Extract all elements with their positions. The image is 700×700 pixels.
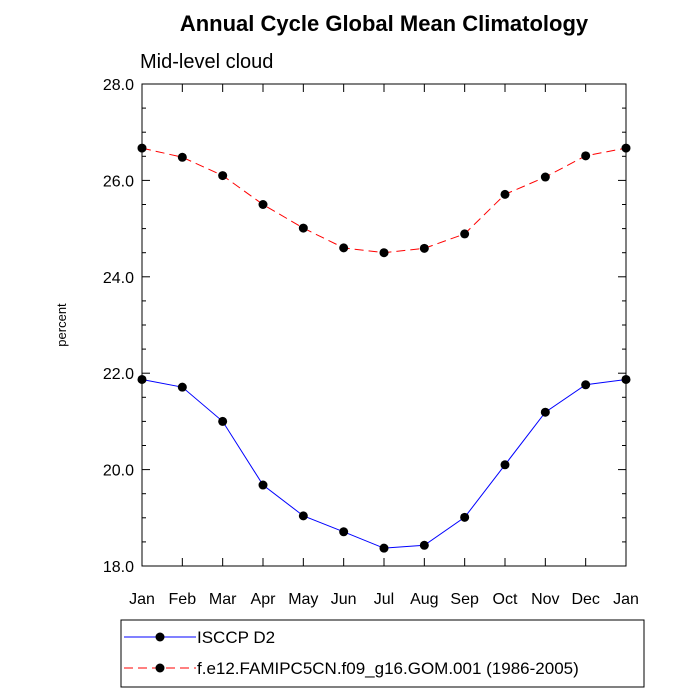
- y-tick-label: 28.0: [103, 77, 134, 94]
- series-0-point: [460, 512, 470, 522]
- x-tick-label: Oct: [493, 591, 518, 608]
- x-tick-label: Mar: [209, 591, 237, 608]
- series-1-point: [540, 172, 550, 182]
- series-0-point: [177, 382, 187, 392]
- x-tick-label: Sep: [450, 591, 479, 608]
- series-0-point: [379, 543, 389, 553]
- series-1-point: [379, 248, 389, 258]
- legend: ISCCP D2 f.e12.FAMIPC5CN.f09_g16.GOM.001 …: [120, 619, 645, 688]
- series-0-point: [137, 374, 147, 384]
- series-1-point: [460, 229, 470, 239]
- plot-frame: [141, 83, 627, 567]
- x-tick-label: Apr: [251, 591, 277, 608]
- series-1-point: [419, 243, 429, 253]
- series-0-point: [298, 511, 308, 521]
- series-1-point: [621, 143, 631, 153]
- chart-subtitle: Mid-level cloud: [140, 51, 273, 73]
- series-line-1: [141, 147, 627, 254]
- series-0-point: [540, 407, 550, 417]
- x-tick-label: Jan: [613, 591, 639, 608]
- series-0-point: [218, 416, 228, 426]
- y-tick-label: 22.0: [103, 366, 134, 383]
- series-1-point: [137, 143, 147, 153]
- x-tick-label: Feb: [169, 591, 197, 608]
- series-1-point: [500, 189, 510, 199]
- series-0-point: [621, 374, 631, 384]
- series-1-point: [218, 171, 228, 181]
- chart-title: Annual Cycle Global Mean Climatology: [180, 11, 589, 36]
- legend-marker-0: [155, 632, 165, 642]
- series-1-point: [258, 200, 268, 209]
- x-tick-label: Dec: [571, 591, 599, 608]
- series-0-point: [258, 480, 268, 490]
- y-tick-label: 26.0: [103, 173, 134, 190]
- series-0-point: [500, 460, 510, 470]
- x-tick-label: Jul: [374, 591, 394, 608]
- legend-marker-1: [155, 663, 165, 673]
- series-0-point: [419, 540, 429, 550]
- plot-area: 18.0 20.0 22.0 24.0 26.0 28.0 Jan Feb Mar Apr May J…: [103, 77, 639, 608]
- legend-label-1: f.e12.FAMIPC5CN.f09_g16.GOM.001 (1986-20…: [197, 659, 579, 678]
- series-1-point: [581, 151, 591, 161]
- y-tick-label: 20.0: [103, 463, 134, 480]
- y-axis-label: percent: [54, 303, 69, 347]
- x-tick-label: Jun: [331, 591, 357, 608]
- y-tick-label: 24.0: [103, 270, 134, 287]
- series-1-point: [177, 152, 187, 162]
- x-tick-label: Aug: [410, 591, 438, 608]
- x-tick-label: Nov: [531, 591, 559, 608]
- y-tick-label: 18.0: [103, 559, 134, 576]
- x-tick-label: May: [288, 591, 318, 608]
- series-1-point: [339, 243, 349, 253]
- x-tick-label: Jan: [129, 591, 155, 608]
- legend-label-0: ISCCP D2: [197, 628, 275, 647]
- series-1-point: [298, 223, 308, 233]
- series-line-0: [141, 378, 627, 549]
- series-0-point: [339, 527, 349, 537]
- series-0-point: [581, 380, 591, 390]
- legend-box: [120, 619, 645, 688]
